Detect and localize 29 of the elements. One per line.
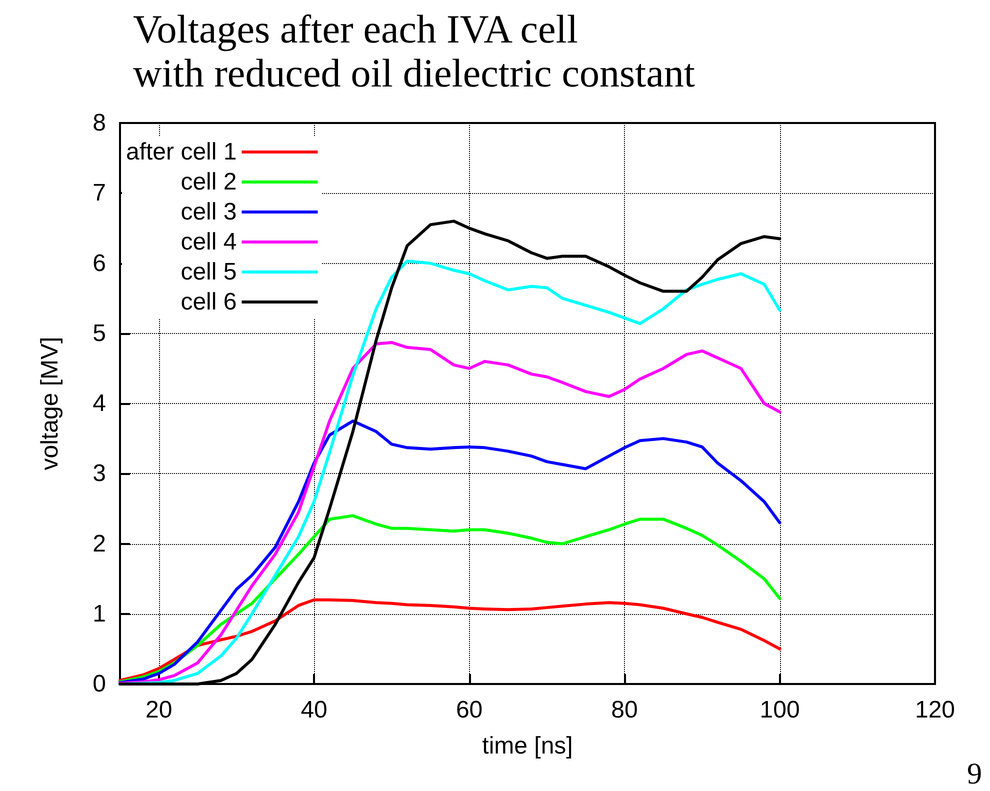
x-tick-label: 20 — [145, 696, 172, 724]
x-tick-label: 100 — [760, 696, 800, 724]
legend-label: cell 5 — [180, 258, 237, 286]
y-tick-label: 1 — [92, 600, 106, 628]
text: 9 — [967, 758, 982, 790]
line-series — [118, 420, 782, 684]
y-tick-label: 0 — [92, 670, 106, 698]
legend-label: cell 6 — [180, 288, 237, 316]
y-tick-label: 4 — [92, 390, 106, 417]
legend-label: cell 3 — [180, 198, 237, 226]
line-series — [118, 514, 782, 684]
line-series — [118, 598, 782, 682]
chart-title: Voltages after each IVA cell with reduced oil dielectric constant — [133, 6, 696, 96]
y-axis-title: voltage [MV] — [36, 336, 64, 470]
x-tick-label: 60 — [456, 696, 483, 724]
x-tick-label: 80 — [611, 696, 638, 724]
y-tick-label: 8 — [92, 110, 106, 136]
y-tick-label: 3 — [92, 460, 106, 488]
line-series — [118, 340, 782, 685]
legend-label: after cell 1 — [126, 138, 237, 166]
x-tick-label: 120 — [914, 696, 956, 724]
legend-label: cell 2 — [180, 168, 237, 196]
y-tick-label: 2 — [92, 530, 106, 558]
y-tick-label: 6 — [92, 250, 106, 277]
x-tick-label: 40 — [300, 696, 328, 724]
y-tick-label: 5 — [92, 320, 106, 347]
x-axis-title: time [ns] — [482, 732, 573, 760]
legend-label: cell 4 — [180, 228, 237, 256]
y-tick-label: 7 — [92, 180, 106, 207]
